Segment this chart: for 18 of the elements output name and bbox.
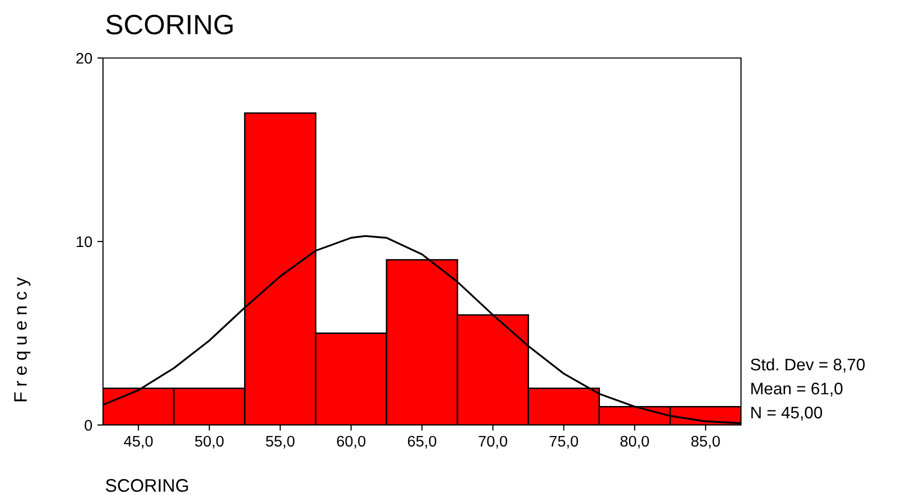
- x-tick-label: 85,0: [691, 436, 720, 448]
- x-tick-label: 60,0: [337, 436, 366, 448]
- x-tick-label: 75,0: [550, 436, 578, 448]
- chart-title: SCORING: [106, 14, 233, 34]
- y-axis-title: F r e q u e n c y: [14, 277, 30, 402]
- text: Std. Dev = 8,70: [750, 358, 865, 372]
- y-tick-label: 10: [76, 236, 92, 248]
- x-tick-label: 50,0: [195, 436, 224, 448]
- x-axis-title: SCORING: [106, 479, 188, 492]
- y-tick-label: 0: [84, 420, 92, 431]
- x-tick-label: 80,0: [620, 436, 649, 448]
- y-tick-label: 20: [76, 52, 92, 64]
- x-tick-label: 65,0: [408, 436, 436, 448]
- x-tick-label: 55,0: [266, 436, 294, 448]
- text: N = 45,00: [751, 406, 822, 420]
- x-tick-label: 45,0: [124, 436, 153, 448]
- text: Mean = 61,0: [751, 382, 842, 396]
- x-tick-label: 70,0: [478, 436, 508, 448]
